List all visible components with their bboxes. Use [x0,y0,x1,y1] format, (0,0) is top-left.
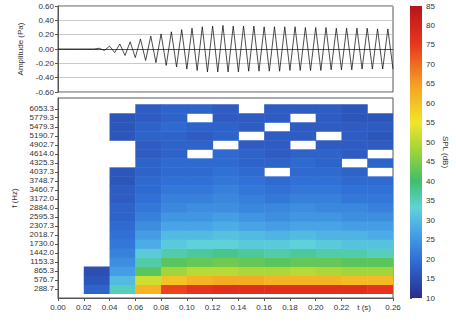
svg-text:0.20: 0.20 [38,30,54,39]
svg-text:2595.3: 2595.3 [30,212,55,221]
svg-text:4614.0: 4614.0 [30,149,55,158]
svg-text:40: 40 [426,177,435,186]
svg-text:75: 75 [426,40,435,49]
svg-text:0.04: 0.04 [102,303,118,312]
svg-text:0.02: 0.02 [76,303,92,312]
svg-text:-0.40: -0.40 [36,73,55,82]
svg-text:4902.7: 4902.7 [30,140,55,149]
svg-text:30: 30 [426,216,435,225]
svg-text:865.3: 865.3 [34,266,55,275]
svg-text:SPL (dB): SPL (dB) [441,136,450,168]
svg-text:t (s): t (s) [357,303,371,312]
svg-text:0.22: 0.22 [334,303,350,312]
svg-text:0.18: 0.18 [282,303,298,312]
svg-text:2884.0: 2884.0 [30,203,55,212]
svg-text:50: 50 [426,138,435,147]
svg-text:5479.3: 5479.3 [30,122,55,131]
svg-text:6053.3: 6053.3 [30,104,55,113]
svg-text:2018.7: 2018.7 [30,230,55,239]
svg-text:3460.7: 3460.7 [30,185,55,194]
svg-text:20: 20 [426,255,435,264]
svg-text:1442.0: 1442.0 [30,248,55,257]
svg-text:25: 25 [426,235,435,244]
svg-text:15: 15 [426,274,435,283]
svg-text:0.16: 0.16 [256,303,272,312]
svg-text:0.06: 0.06 [128,303,144,312]
svg-text:3748.7: 3748.7 [30,176,55,185]
svg-text:f (Hz): f (Hz) [10,188,19,208]
svg-text:4325.3: 4325.3 [30,158,55,167]
svg-text:-0.60: -0.60 [36,88,55,97]
svg-text:Amplitude (Pa): Amplitude (Pa) [16,22,25,75]
svg-text:5190.7: 5190.7 [30,131,55,140]
svg-text:1730.0: 1730.0 [30,239,55,248]
svg-text:65: 65 [426,79,435,88]
svg-text:0.60: 0.60 [38,2,54,11]
svg-text:35: 35 [426,196,435,205]
svg-text:4037.3: 4037.3 [30,167,55,176]
svg-text:45: 45 [426,157,435,166]
svg-text:0.00: 0.00 [50,303,66,312]
svg-text:0.10: 0.10 [179,303,195,312]
svg-text:576.7: 576.7 [34,275,55,284]
svg-text:0.00: 0.00 [38,45,54,54]
svg-text:55: 55 [426,118,435,127]
svg-text:5779.3: 5779.3 [30,113,55,122]
svg-text:0.08: 0.08 [153,303,169,312]
svg-text:1153.3: 1153.3 [30,257,54,266]
svg-text:10: 10 [426,294,435,303]
svg-text:2307.3: 2307.3 [30,221,55,230]
svg-text:0.26: 0.26 [385,303,401,312]
svg-text:80: 80 [426,21,435,30]
svg-text:3172.0: 3172.0 [30,194,55,203]
svg-text:85: 85 [426,2,435,11]
svg-text:288.7: 288.7 [34,284,55,293]
svg-text:-0.20: -0.20 [36,59,55,68]
svg-text:60: 60 [426,99,435,108]
svg-text:0.20: 0.20 [308,303,324,312]
svg-text:0.12: 0.12 [205,303,221,312]
svg-text:0.40: 0.40 [38,16,54,25]
svg-text:0.14: 0.14 [231,303,247,312]
svg-text:70: 70 [426,60,435,69]
